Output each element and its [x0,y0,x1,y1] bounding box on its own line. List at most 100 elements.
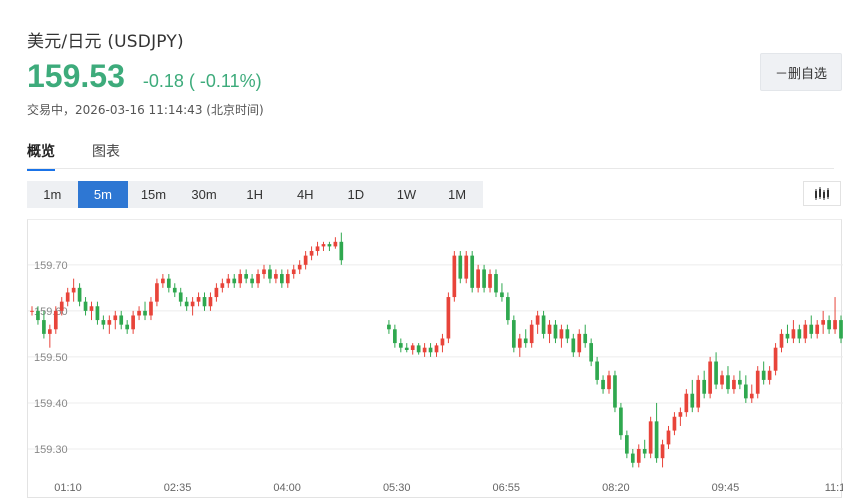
candle-body [767,370,772,380]
candle-body [137,310,141,316]
candle-body [161,278,165,284]
candle-body [785,333,790,339]
candle-body [256,274,260,284]
candle-body [815,324,820,334]
candle-body [65,292,70,302]
chart-type-button[interactable] [803,181,841,206]
candle-body [327,244,332,247]
interval-1d[interactable]: 1D [347,187,365,202]
candle-body [464,255,469,279]
candle-body [410,345,415,350]
interval-1m[interactable]: 1m [43,187,62,202]
candle-body [279,274,284,284]
candle-body [523,338,528,344]
tab-chart[interactable]: 图表 [92,144,120,160]
candle-body [601,379,605,390]
candle-body [274,274,278,279]
candle-body [101,320,106,325]
candle-body [696,379,701,408]
candle-body [172,287,177,293]
candle-body [625,435,629,454]
candle-body [143,310,147,316]
candle-body [839,320,843,339]
y-tick-label: 159.50 [34,352,68,364]
candle-body [125,324,130,330]
candle-body [42,320,46,334]
candle-body [190,301,195,307]
interval-4h[interactable]: 4H [296,187,314,202]
candle-body [547,324,552,334]
candle-body [113,315,118,321]
candle-body [89,306,94,311]
candle-body [470,255,475,288]
candle-body [422,347,427,353]
candle-body [440,338,445,346]
x-tick-label: 01:10 [54,482,82,494]
price-row: 159.53 -0.18 ( -0.11%) [27,58,262,95]
interval-15m[interactable]: 15m [140,187,167,202]
candle-body [488,274,492,288]
x-tick-label: 11:1 [825,482,843,494]
remove-watchlist-button[interactable]: －删自选 [760,53,842,91]
candle-body [541,315,546,334]
candle-body [833,320,837,330]
candle-body [577,333,582,353]
candle-body [83,301,88,311]
candle-body [494,274,498,293]
candle-body [595,361,599,380]
candle-body [636,448,641,463]
candle-body [398,343,403,348]
candle-body [393,329,397,344]
candle-body [71,287,76,293]
candle-body [678,412,683,417]
candle-body [571,338,576,353]
x-tick-label: 05:30 [383,482,411,494]
candle-body [666,430,671,445]
candle-body [428,347,433,353]
candle-body [434,345,439,353]
candle-body [535,315,540,325]
candle-body [36,310,40,321]
interval-30m[interactable]: 30m [191,187,217,202]
last-price: 159.53 [27,58,125,94]
candle-body [214,287,219,298]
candle-body [458,255,463,279]
candle-body [482,269,486,288]
candle-body [333,241,338,247]
candle-body [684,393,689,413]
candle-body [827,320,831,330]
candle-body [791,329,796,339]
candle-body [517,338,522,348]
candle-body [779,333,784,348]
candle-body [184,301,189,307]
candle-body [506,297,510,321]
interval-1h[interactable]: 1H [246,187,263,202]
y-tick-label: 159.30 [34,444,68,456]
candle-body [178,292,183,302]
candle-body [226,278,231,284]
x-tick-label: 06:55 [493,482,521,494]
interval-5m[interactable]: 5m [77,181,129,208]
interval-1w[interactable]: 1W [396,187,417,202]
candle-body [30,310,34,312]
candle-body [553,324,558,339]
y-tick-label: 159.70 [34,260,68,272]
tab-overview[interactable]: 概览 [27,141,55,171]
candle-body [268,269,272,279]
candle-body [773,347,778,371]
candle-body [291,269,296,275]
candle-body [202,297,207,307]
interval-1mo[interactable]: 1M [448,187,467,202]
candle-body [809,324,814,334]
tabs-divider [27,168,834,169]
candle-body [416,345,421,353]
candle-body [315,246,320,252]
candle-body [714,361,718,385]
candle-body [559,329,564,339]
candle-body [309,251,314,256]
candle-body [672,416,677,431]
price-chart[interactable]: 159.30 159.40 159.50 159.60 159.70 01:10 02:35… [27,219,843,498]
candle-body [720,375,724,385]
x-tick-label: 08:20 [602,482,630,494]
candle-body [761,370,766,380]
